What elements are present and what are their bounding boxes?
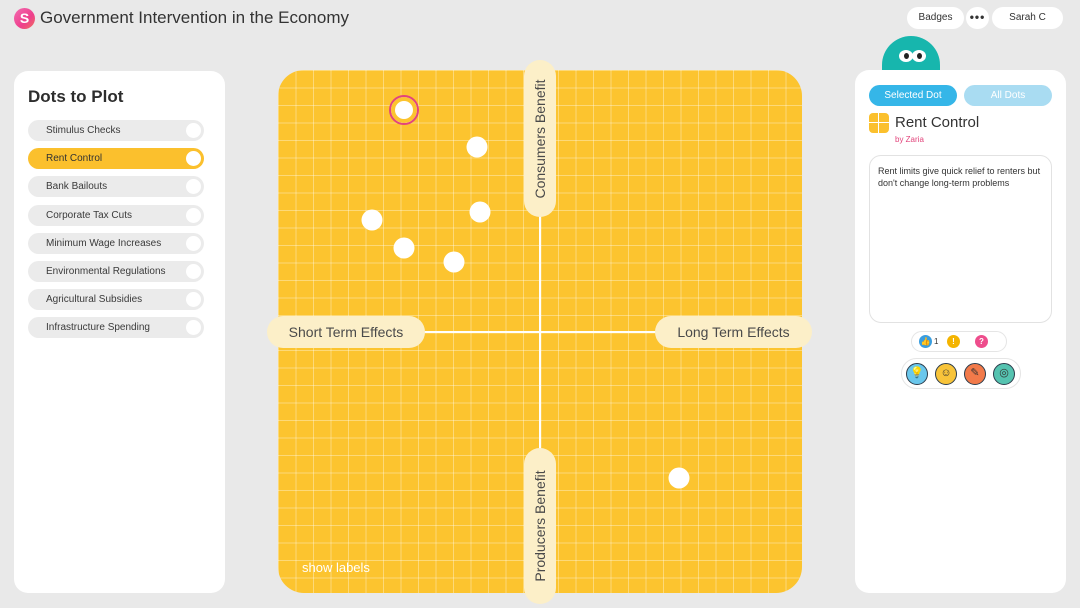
plot-dot[interactable] — [469, 201, 491, 223]
question-icon: ? — [975, 335, 988, 348]
panel-title: Dots to Plot — [28, 87, 124, 106]
dot-list-item[interactable]: Environmental Regulations — [28, 260, 204, 282]
show-labels-toggle[interactable]: show labels — [302, 560, 370, 575]
head-badge-icon[interactable]: ☺ — [935, 363, 957, 385]
tab-selected-dot[interactable]: Selected Dot — [869, 85, 957, 106]
dot-list-item-label: Environmental Regulations — [46, 265, 166, 277]
plot-dot[interactable] — [466, 136, 488, 158]
dot-list-item-label: Agricultural Subsidies — [46, 294, 143, 306]
dot-list-item-label: Rent Control — [46, 153, 103, 165]
dot-list-item-label: Stimulus Checks — [46, 125, 121, 136]
plot-dot-selected[interactable] — [388, 95, 419, 126]
reactions-bar: 👍 1 ! ? — [911, 331, 1007, 352]
header: S Government Intervention in the Economy… — [0, 0, 1080, 40]
horizontal-axis — [278, 331, 802, 333]
page-title: Government Intervention in the Economy — [40, 8, 349, 27]
toggle-knob[interactable] — [186, 207, 201, 223]
dots-to-plot-panel: Dots to Plot Stimulus Checks Rent Contro… — [14, 71, 225, 593]
plot-dot[interactable] — [443, 251, 465, 273]
plot-dot[interactable] — [361, 209, 383, 231]
axis-label-left: Short Term Effects — [267, 316, 425, 348]
target-badge-icon[interactable]: ◎ — [993, 363, 1015, 385]
plot-dot[interactable] — [393, 237, 415, 259]
badge-row: 💡 ☺ ✎ ◎ — [901, 358, 1021, 389]
toggle-knob[interactable] — [186, 123, 201, 138]
axis-label-top-text: Consumers Benefit — [532, 78, 548, 199]
question-reaction[interactable]: ? — [975, 335, 988, 349]
dot-list-item[interactable]: Agricultural Subsidies — [28, 289, 204, 311]
dot-list-item-label: Corporate Tax Cuts — [46, 209, 132, 221]
toggle-knob[interactable] — [186, 263, 201, 279]
plot-dot[interactable] — [668, 467, 690, 489]
dot-thumbnail-icon — [869, 113, 889, 133]
like-count: 1 — [934, 337, 939, 346]
axis-label-right: Long Term Effects — [655, 316, 812, 348]
toggle-knob[interactable] — [186, 151, 201, 167]
badges-button[interactable]: Badges — [907, 7, 964, 29]
dot-list-item-label: Infrastructure Spending — [46, 322, 150, 334]
thumbs-up-icon: 👍 — [919, 335, 932, 348]
app-logo[interactable]: S — [14, 8, 35, 29]
toggle-knob[interactable] — [186, 235, 201, 251]
dot-list-item[interactable]: Stimulus Checks — [28, 120, 204, 141]
user-menu-button[interactable]: Sarah C — [992, 7, 1063, 29]
dot-list: Stimulus Checks Rent Control Bank Bailou… — [28, 120, 204, 346]
lightbulb-icon: ! — [947, 335, 960, 348]
dot-list-item-label: Minimum Wage Increases — [46, 237, 162, 249]
dot-list-item[interactable]: Bank Bailouts — [28, 176, 204, 198]
certificate-badge-icon[interactable]: ✎ — [964, 363, 986, 385]
like-reaction[interactable]: 👍 1 — [919, 335, 938, 349]
axis-label-top: Consumers Benefit — [524, 60, 556, 217]
selected-dot-title: Rent Control — [895, 114, 980, 131]
idea-reaction[interactable]: ! — [947, 335, 960, 349]
mascot-icon — [882, 36, 940, 72]
toggle-knob[interactable] — [186, 292, 201, 308]
mascot-eye-icon — [899, 50, 913, 62]
toggle-knob[interactable] — [186, 179, 201, 195]
lightbulb-badge-icon[interactable]: 💡 — [906, 363, 928, 385]
more-options-button[interactable]: ••• — [966, 7, 989, 29]
tab-all-dots[interactable]: All Dots — [964, 85, 1052, 106]
dot-list-item[interactable]: Infrastructure Spending — [28, 317, 204, 339]
dot-list-item-label: Bank Bailouts — [46, 181, 108, 193]
dot-list-item[interactable]: Rent Control — [28, 148, 204, 170]
dot-list-item[interactable]: Minimum Wage Increases — [28, 232, 204, 254]
axis-label-bottom-text: Producers Benefit — [532, 470, 548, 582]
toggle-knob[interactable] — [186, 320, 201, 336]
dot-details-panel: Selected Dot All Dots Rent Control by Za… — [855, 70, 1066, 593]
mascot-eye-icon — [912, 50, 926, 62]
axis-label-bottom: Producers Benefit — [524, 448, 556, 604]
selected-dot-author[interactable]: by Zaria — [895, 135, 924, 144]
dot-list-item[interactable]: Corporate Tax Cuts — [28, 204, 204, 226]
dot-description: Rent limits give quick relief to renters… — [869, 155, 1052, 323]
